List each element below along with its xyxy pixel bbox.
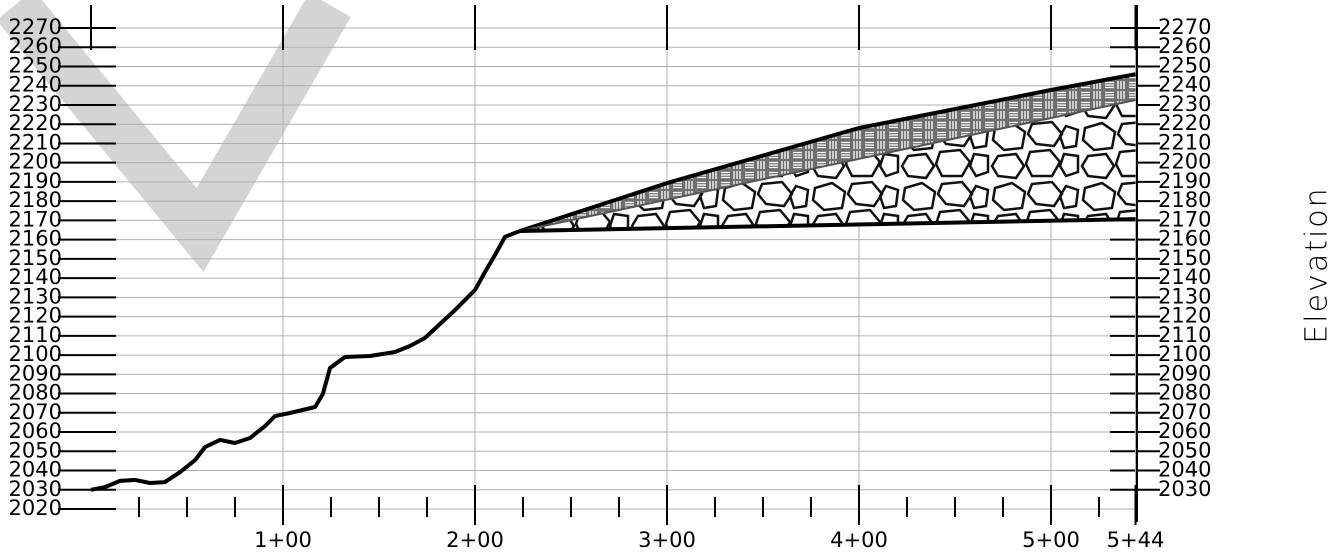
y-tick-label: 2040 — [9, 458, 62, 482]
y-tick-label: 2060 — [9, 419, 62, 443]
y2-tick-label: 2050 — [1158, 438, 1211, 462]
y2-tick-label: 2260 — [1158, 34, 1211, 58]
y2-tick-label: 2220 — [1158, 111, 1211, 135]
y2-tick-label: 2150 — [1158, 246, 1211, 270]
x-tick-label: 4+00 — [830, 528, 888, 552]
y-tick-label: 2050 — [9, 438, 62, 462]
y-tick-label: 2190 — [9, 169, 62, 193]
x-tick-label: 2+00 — [446, 528, 504, 552]
y-tick-label: 2020 — [9, 496, 62, 520]
y-tick-label: 2110 — [9, 323, 62, 347]
y2-tick-label: 2160 — [1158, 227, 1211, 251]
y2-tick-label: 2190 — [1158, 169, 1211, 193]
y2-tick-label: 2100 — [1158, 342, 1211, 366]
y-tick-label: 2120 — [9, 304, 62, 328]
y2-tick-label: 2130 — [1158, 284, 1211, 308]
y2-tick-label: 2060 — [1158, 419, 1211, 443]
y-axis-label: Elevation — [1300, 186, 1335, 343]
y2-tick-label: 2120 — [1158, 304, 1211, 328]
y2-tick-label: 2200 — [1158, 150, 1211, 174]
y2-tick-label: 2270 — [1158, 15, 1211, 39]
watermark — [0, 0, 351, 272]
plot-area: 2020203020402050206020702080209021002110… — [9, 5, 1211, 552]
y2-tick-label: 2070 — [1158, 400, 1211, 424]
y2-tick-label: 2090 — [1158, 361, 1211, 385]
x-tick-label: 1+00 — [254, 528, 312, 552]
y2-tick-label: 2180 — [1158, 188, 1211, 212]
y2-tick-label: 2240 — [1158, 73, 1211, 97]
fill-layer — [519, 74, 1136, 231]
y-tick-label: 2150 — [9, 246, 62, 270]
y-tick-label: 2160 — [9, 227, 62, 251]
y2-tick-label: 2170 — [1158, 207, 1211, 231]
y2-tick-label: 2140 — [1158, 265, 1211, 289]
y-tick-label: 2080 — [9, 381, 62, 405]
y-tick-label: 2200 — [9, 150, 62, 174]
y2-tick-label: 2030 — [1158, 477, 1211, 501]
y-tick-label: 2140 — [9, 265, 62, 289]
y-tick-label: 2130 — [9, 284, 62, 308]
y-tick-label: 2230 — [9, 92, 62, 116]
y-tick-label: 2260 — [9, 34, 62, 58]
y-tick-label: 2220 — [9, 111, 62, 135]
y-tick-label: 2270 — [9, 15, 62, 39]
y2-tick-label: 2230 — [1158, 92, 1211, 116]
y-tick-label: 2210 — [9, 130, 62, 154]
series-line — [519, 217, 1136, 233]
series-line — [519, 99, 1136, 232]
y-tick-label: 2070 — [9, 400, 62, 424]
x-tick-label: 5+00 — [1022, 528, 1080, 552]
y-tick-label: 2170 — [9, 207, 62, 231]
x-tick-label: 5+44 — [1107, 528, 1165, 552]
y2-tick-label: 2250 — [1158, 53, 1211, 77]
y-tick-label: 2240 — [9, 73, 62, 97]
x-tick-label: 3+00 — [638, 528, 696, 552]
series-line — [90, 229, 521, 492]
y-tick-label: 2250 — [9, 53, 62, 77]
y2-tick-label: 2080 — [1158, 381, 1211, 405]
y-tick-label: 2180 — [9, 188, 62, 212]
y2-tick-label: 2210 — [1158, 130, 1211, 154]
y-tick-label: 2100 — [9, 342, 62, 366]
y2-tick-label: 2110 — [1158, 323, 1211, 347]
y2-tick-label: 2040 — [1158, 458, 1211, 482]
y-tick-label: 2030 — [9, 477, 62, 501]
series-line — [519, 72, 1136, 233]
y-tick-label: 2090 — [9, 361, 62, 385]
